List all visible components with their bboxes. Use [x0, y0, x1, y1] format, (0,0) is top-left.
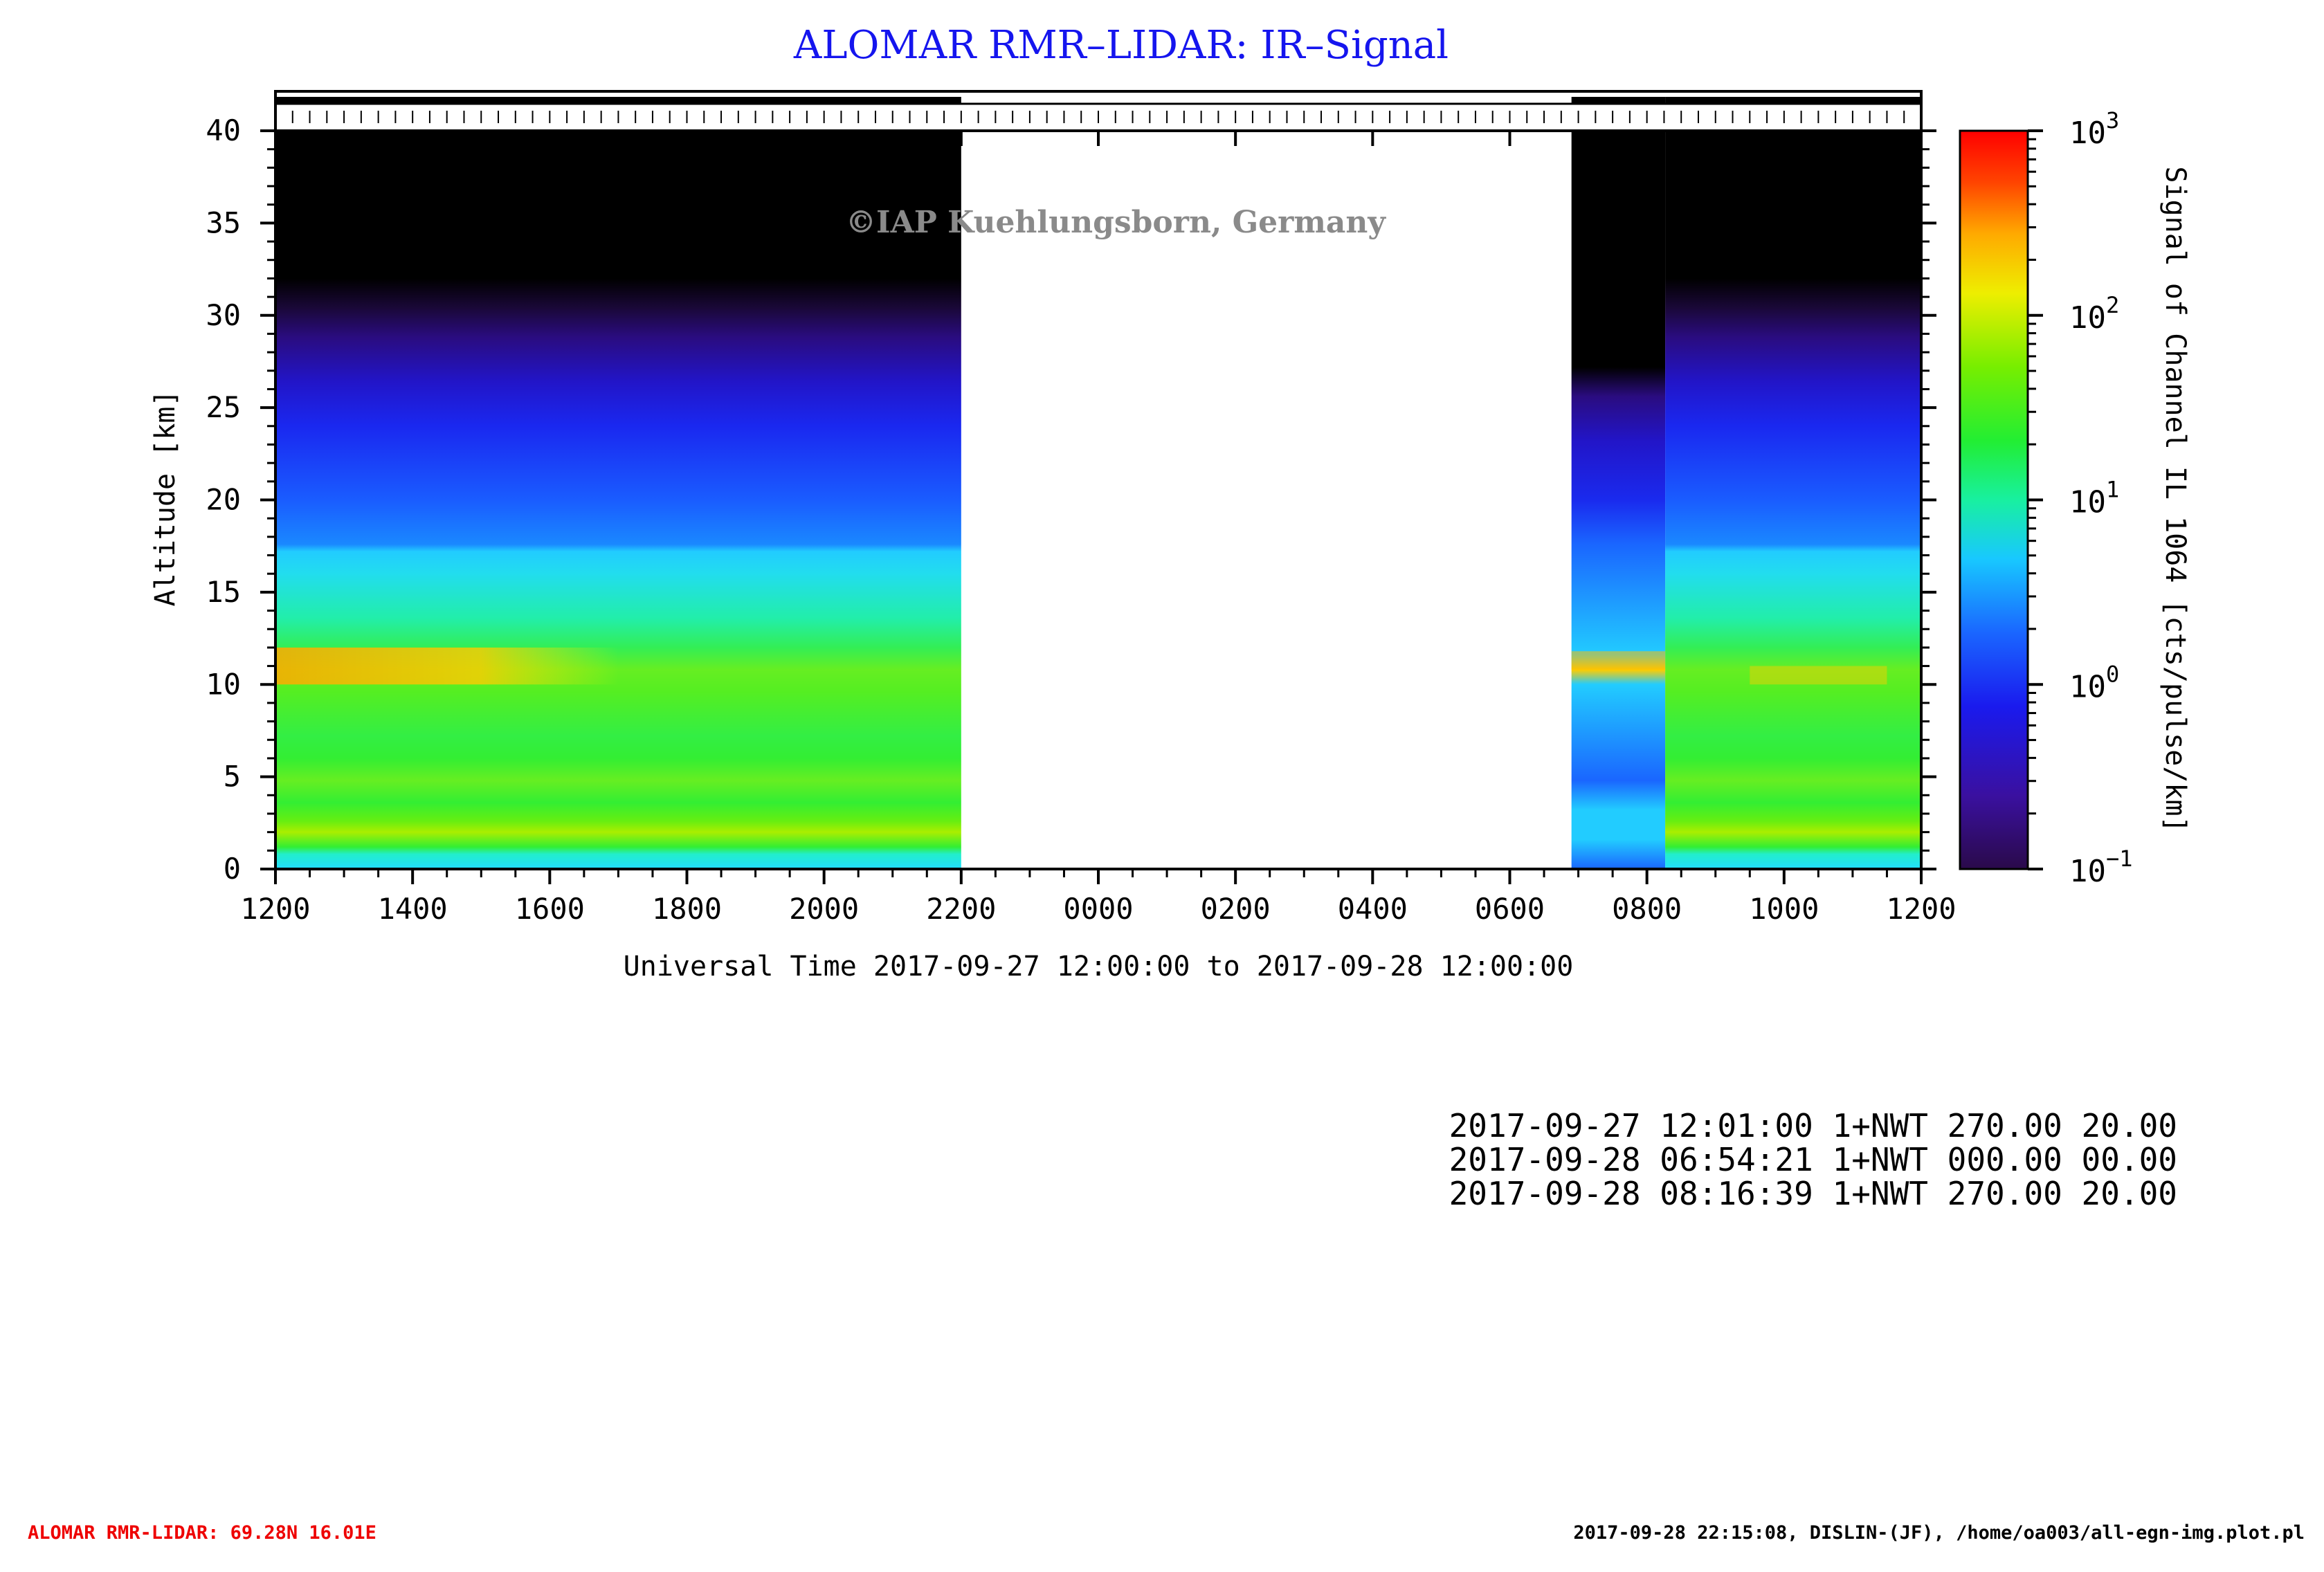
x-tick-label: 2000 [789, 892, 859, 926]
colorbar-tick-label: 100 [2069, 661, 2119, 704]
y-tick-label: 25 [206, 390, 241, 424]
y-tick-label: 30 [206, 298, 241, 332]
time-status-bar [274, 90, 1923, 132]
colorbar-gradient [1960, 131, 2028, 869]
info-block: 2017-09-27 12:01:00 1+NWT 270.00 20.00 2… [1449, 1107, 2177, 1212]
cirrus-layer-2 [1571, 651, 1666, 670]
colorbar-tick-label: 103 [2069, 107, 2119, 151]
chart-title: ALOMAR RMR–LIDAR: IR–Signal [793, 23, 1449, 68]
colorbar-label: Signal of Channel IL 1064 [cts/pulse/km] [2159, 166, 2191, 832]
x-tick-label: 2200 [926, 892, 996, 926]
colorbar-tick-label: 101 [2069, 477, 2119, 520]
heatmap-segment-3 [1665, 131, 1921, 869]
y-tick-label: 20 [206, 483, 241, 517]
y-tick-label: 5 [224, 760, 241, 794]
y-tick-label: 10 [206, 667, 241, 701]
colorbar-tick-label: 102 [2069, 292, 2119, 336]
y-tick-label: 15 [206, 575, 241, 609]
info-line-3: 2017-09-28 08:16:39 1+NWT 270.00 20.00 [1449, 1175, 2177, 1212]
x-tick-label: 1000 [1749, 892, 1819, 926]
info-line-1: 2017-09-27 12:01:00 1+NWT 270.00 20.00 [1449, 1107, 2177, 1144]
footer-left: ALOMAR RMR-LIDAR: 69.28N 16.01E [28, 1522, 376, 1544]
status-bar-fill [1571, 97, 1666, 104]
y-axis-label: Altitude [km] [149, 390, 181, 606]
watermark: ©IAP Kuehlungsborn, Germany [846, 205, 1386, 240]
info-line-2: 2017-09-28 06:54:21 1+NWT 000.00 00.00 [1449, 1141, 2177, 1178]
y-tick-label: 0 [224, 852, 241, 886]
x-tick-label: 0400 [1338, 892, 1408, 926]
status-bar-fill [275, 97, 961, 104]
axes: 1200 1400 1600 1800 2000 2200 0000 0200 0400 0600… [206, 113, 1956, 926]
x-tick-label: 1800 [652, 892, 722, 926]
x-tick-label: 0800 [1612, 892, 1682, 926]
x-tick-label: 1400 [378, 892, 448, 926]
x-tick-label: 1200 [1886, 892, 1956, 926]
colorbar: 103 102 101 100 10−1 [1959, 107, 2133, 889]
y-tick-label: 40 [206, 113, 241, 147]
x-tick-label: 0600 [1475, 892, 1545, 926]
cirrus-layer-3 [1750, 666, 1887, 685]
heatmap-segment-2 [1571, 131, 1666, 869]
y-tick-label: 35 [206, 205, 241, 239]
x-tick-label: 0200 [1201, 892, 1271, 926]
x-tick-label: 1600 [515, 892, 585, 926]
cirrus-layer-1 [275, 647, 619, 685]
status-bar-fill [1665, 97, 1921, 104]
x-tick-label: 1200 [240, 892, 310, 926]
x-axis-label: Universal Time 2017-09-27 12:00:00 to 20… [624, 951, 1574, 982]
footer-right: 2017-09-28 22:15:08, DISLIN-(JF), /home/… [1573, 1522, 2305, 1544]
heatmap-segment-1 [275, 131, 961, 869]
x-tick-label: 0000 [1063, 892, 1133, 926]
colorbar-tick-label: 10−1 [2069, 846, 2133, 889]
heatmap-layer [275, 131, 1921, 869]
